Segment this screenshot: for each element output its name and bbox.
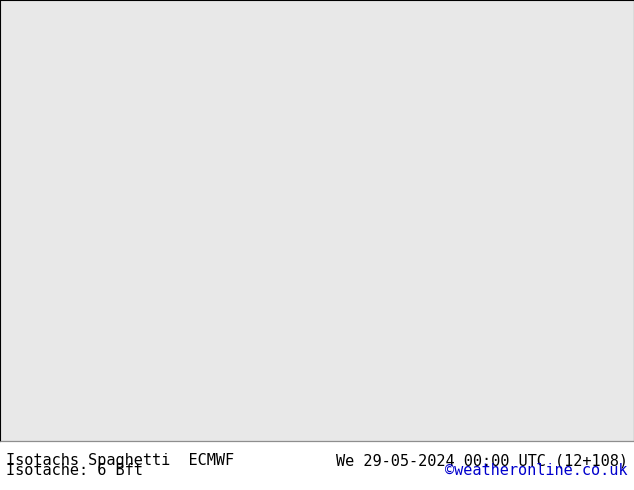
Text: We 29-05-2024 00:00 UTC (12+108): We 29-05-2024 00:00 UTC (12+108) <box>335 453 628 468</box>
Text: Isotachs Spaghetti  ECMWF: Isotachs Spaghetti ECMWF <box>6 453 235 468</box>
Text: Isotache: 6 Bft: Isotache: 6 Bft <box>6 463 143 478</box>
Text: ©weatheronline.co.uk: ©weatheronline.co.uk <box>445 463 628 478</box>
